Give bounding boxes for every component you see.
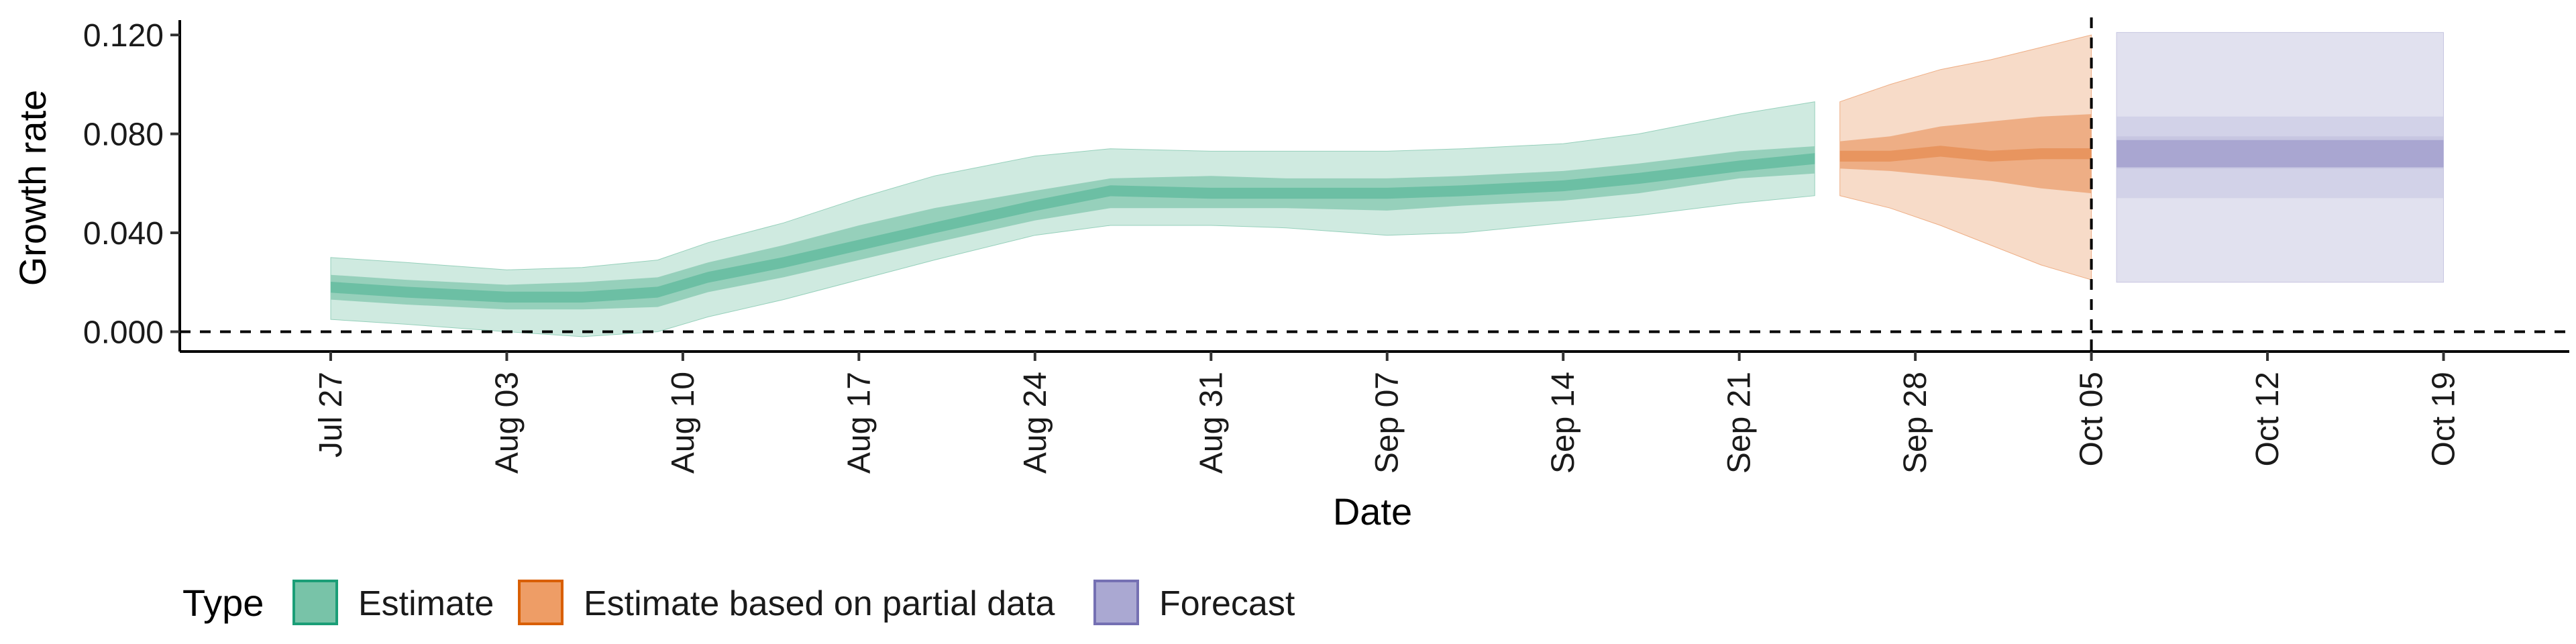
forecast-median-band [2116, 140, 2444, 168]
legend-title: Type [182, 582, 264, 624]
x-tick-label: Oct 05 [2074, 372, 2110, 466]
y-tick-label: 0.080 [83, 117, 164, 153]
x-tick-label: Oct 19 [2426, 372, 2462, 466]
x-tick-label: Aug 17 [841, 372, 877, 474]
legend-key-forecast [1093, 580, 1139, 625]
legend-label-estimate-based-on-partial-data: Estimate based on partial data [584, 584, 1055, 623]
legend: Type Estimate Estimate based on partial d… [182, 580, 1295, 625]
x-tick-label: Jul 27 [313, 372, 349, 458]
x-tick-label: Oct 12 [2250, 372, 2286, 466]
x-tick-label: Sep 14 [1546, 372, 1581, 474]
x-tick-label: Sep 28 [1898, 372, 1933, 474]
axes-layer: 0.000 0.040 0.080 0.120 Jul 27 Aug 03 Aug 10 Au… [83, 18, 2569, 474]
reference-lines [180, 17, 2569, 352]
x-tick-label: Aug 03 [489, 372, 525, 474]
bands-layer [330, 32, 2444, 337]
y-tick-label: 0.040 [83, 216, 164, 252]
x-tick-label: Sep 21 [1722, 372, 1758, 474]
x-tick-label: Aug 10 [665, 372, 701, 474]
legend-label-estimate: Estimate [358, 584, 494, 623]
y-axis-title: Growth rate [11, 90, 54, 286]
x-tick-label: Aug 24 [1018, 372, 1053, 474]
estimate-median-band [331, 153, 1815, 303]
x-axis-title: Date [1333, 490, 1412, 533]
legend-key-estimate [292, 580, 338, 625]
x-tick-label: Aug 31 [1193, 372, 1229, 474]
estimate-based-on-partial-data-median-band [1839, 146, 2092, 162]
legend-label-forecast: Forecast [1159, 584, 1295, 623]
x-tick-label: Sep 07 [1370, 372, 1405, 474]
legend-key-estimate-based-on-partial-data [518, 580, 564, 625]
y-tick-label: 0.120 [83, 18, 164, 54]
y-tick-label: 0.000 [83, 315, 164, 351]
